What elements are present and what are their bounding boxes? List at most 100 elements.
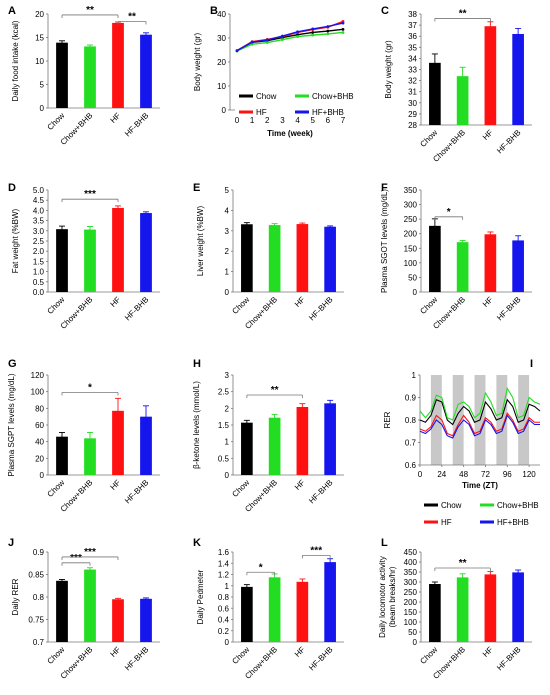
bar-chowbhb (84, 438, 96, 475)
x-tick-label: 5 (310, 116, 315, 125)
y-tick-label: 300 (404, 578, 418, 587)
y-tick-label: 0 (413, 288, 418, 297)
y-tick-label: 0.8 (218, 593, 230, 602)
panel-letter-k: K (193, 537, 201, 549)
y-tick-label: 33 (408, 66, 417, 75)
x-tick-label: 1 (250, 116, 255, 125)
y-tick-label: 0.5 (33, 278, 45, 287)
bar-hfbhb (140, 598, 152, 642)
bar-chow (429, 225, 441, 292)
y-tick-label: 31 (408, 88, 417, 97)
y-tick-label: 35 (408, 43, 417, 52)
y-tick-label: 0.2 (218, 627, 230, 636)
x-tick-label: HF-BHB (307, 295, 334, 322)
x-tick-label: 120 (522, 470, 536, 479)
y-tick-label: 0.9 (33, 548, 45, 557)
series-line-hfbhb (236, 22, 344, 52)
panel-letter-f: F (381, 182, 388, 194)
y-tick-label: 0.0 (33, 288, 45, 297)
y-tick-label: 30 (408, 99, 417, 108)
y-axis-label: Body weight (gr) (384, 40, 393, 99)
y-tick-label: 0.6 (405, 461, 417, 470)
y-tick-label: 1 (225, 582, 230, 591)
legend-label: Chow+BHB (497, 501, 539, 510)
dark-phase-band (452, 375, 464, 465)
data-point (326, 32, 330, 36)
bar-chowbhb (84, 229, 96, 292)
bar-hfbhb (324, 403, 336, 475)
x-tick-label: 3 (280, 116, 285, 125)
data-point (341, 31, 345, 34)
data-point (341, 21, 345, 25)
y-tick-label: 400 (404, 558, 418, 567)
y-axis-label: Plasma SGPT levels (mg/dL) (7, 373, 16, 476)
y-tick-label: 60 (35, 421, 44, 430)
y-tick-label: 1.0 (33, 268, 45, 277)
y-tick-label: 20 (35, 10, 44, 19)
y-tick-label: 0.75 (28, 616, 44, 625)
significance-label: * (447, 207, 451, 218)
x-tick-label: 24 (437, 470, 446, 479)
x-tick-label: 7 (341, 116, 346, 125)
x-tick-label: HF (109, 645, 123, 659)
bar-chowbhb (268, 417, 281, 475)
y-tick-label: 5.0 (33, 186, 45, 195)
y-tick-label: 0.6 (218, 604, 230, 613)
y-tick-label: 0.7 (33, 638, 45, 647)
y-axis-label: Fat weight (%BW) (11, 208, 20, 273)
y-tick-label: 1.6 (218, 548, 230, 557)
legend-label: HF+BHB (497, 518, 529, 527)
x-tick-label: Chow (46, 111, 67, 132)
bar-hfbhb (324, 562, 336, 642)
y-tick-label: 0.5 (218, 454, 230, 463)
significance-label: ** (86, 5, 94, 16)
y-tick-label: 5 (40, 81, 45, 90)
y-axis-label: Liver weight (%BW) (196, 206, 205, 277)
y-tick-label: 0 (225, 638, 230, 647)
y-tick-label: 0 (413, 638, 418, 647)
x-tick-label: Chow (46, 645, 67, 666)
x-tick-label: Chow (230, 478, 251, 499)
y-tick-label: 0.7 (405, 439, 417, 448)
bar-hf (112, 207, 124, 292)
panel-letter-e: E (193, 182, 200, 194)
y-tick-label: 3.0 (33, 227, 45, 236)
y-tick-label: 1 (225, 268, 230, 277)
y-tick-label: 1.4 (218, 559, 230, 568)
panel-b: B 0 10 20 30 40 Body weight (gr) 0 1 2 3 4 5 6 7 Time (… (193, 5, 354, 138)
x-tick-label: 4 (295, 116, 300, 125)
y-tick-label: 100 (31, 388, 45, 397)
legend-box (235, 87, 353, 117)
panel-letter-c: C (381, 5, 389, 17)
bar-hfbhb (512, 33, 524, 126)
y-tick-label: 0.85 (28, 571, 44, 580)
data-point (311, 27, 315, 31)
y-tick-label: 37 (408, 21, 417, 30)
bar-hfbhb (512, 240, 524, 292)
significance-label: ** (128, 12, 136, 23)
bar-chow (241, 224, 253, 292)
y-tick-label: 5 (225, 186, 230, 195)
significance-label: *** (84, 189, 96, 200)
data-point (250, 42, 254, 46)
y-tick-label: 200 (404, 598, 418, 607)
legend-label: HF (256, 108, 267, 117)
x-tick-label: 0 (418, 470, 423, 479)
y-tick-label: 40 (217, 10, 226, 19)
data-point (311, 31, 315, 34)
series-line-chow (419, 398, 541, 426)
x-tick-label: HF (293, 478, 307, 492)
y-tick-label: 450 (404, 548, 418, 557)
y-tick-label: 0.8 (405, 416, 417, 425)
bar-chowbhb (268, 577, 281, 642)
bar-chowbhb (84, 569, 96, 642)
bar-hfbhb (140, 213, 152, 292)
x-tick-label: HF-BHB (123, 295, 150, 322)
y-tick-label: 0 (40, 104, 45, 113)
y-tick-label: 100 (404, 618, 418, 627)
y-tick-label: 2.5 (218, 388, 230, 397)
bar-hfbhb (140, 416, 152, 475)
y-tick-label: 10 (217, 82, 226, 91)
data-point (296, 33, 299, 37)
data-point (296, 35, 299, 38)
